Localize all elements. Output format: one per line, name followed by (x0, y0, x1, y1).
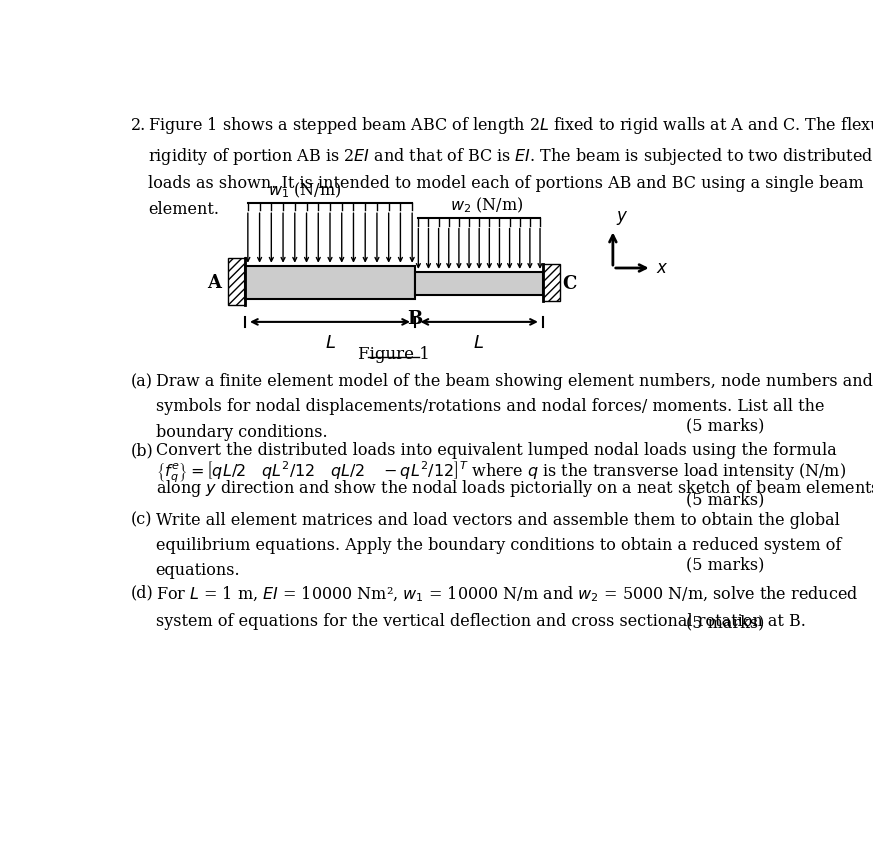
Text: (5 marks): (5 marks) (685, 491, 764, 508)
Text: Convert the distributed loads into equivalent lumped nodal loads using the formu: Convert the distributed loads into equiv… (155, 442, 836, 459)
Text: Draw a finite element model of the beam showing element numbers, node numbers an: Draw a finite element model of the beam … (155, 373, 872, 440)
Text: (c): (c) (131, 511, 152, 528)
Text: (5 marks): (5 marks) (685, 555, 764, 573)
Text: (b): (b) (131, 442, 154, 459)
Text: $L$: $L$ (473, 333, 485, 351)
Bar (228, 258, 244, 306)
Text: For $L$ = 1 m, $EI$ = 10000 Nm², $w_1$ = 10000 N/m and $w_2$ = 5000 N/m, solve t: For $L$ = 1 m, $EI$ = 10000 Nm², $w_1$ =… (155, 584, 858, 629)
Text: Figure 1 shows a stepped beam ABC of length 2$L$ fixed to rigid walls at A and C: Figure 1 shows a stepped beam ABC of len… (148, 115, 873, 217)
Bar (416, 273, 543, 295)
Text: Write all element matrices and load vectors and assemble them to obtain the glob: Write all element matrices and load vect… (155, 511, 841, 579)
Text: $w_1$ (N/m): $w_1$ (N/m) (268, 180, 341, 200)
Text: 2.: 2. (131, 117, 146, 134)
Bar (543, 265, 560, 301)
Text: B: B (408, 309, 423, 327)
Text: along $y$ direction and show the nodal loads pictorially on a neat sketch of bea: along $y$ direction and show the nodal l… (155, 477, 873, 498)
Text: Figure 1: Figure 1 (358, 345, 430, 362)
Text: (d): (d) (131, 584, 154, 601)
Text: (5 marks): (5 marks) (685, 417, 764, 434)
Text: (a): (a) (131, 373, 153, 389)
Bar (244, 266, 416, 300)
Text: $y$: $y$ (616, 208, 629, 226)
Text: (5 marks): (5 marks) (685, 613, 764, 630)
Text: C: C (562, 275, 577, 293)
Text: $L$: $L$ (325, 333, 335, 351)
Text: A: A (208, 274, 222, 292)
Text: $\left\{f_q^e\right\}=\left[qL/2\quad qL^2/12\quad qL/2\quad -qL^2/12\right]^T$ : $\left\{f_q^e\right\}=\left[qL/2\quad qL… (155, 460, 846, 485)
Text: $w_2$ (N/m): $w_2$ (N/m) (450, 195, 524, 215)
Text: $x$: $x$ (656, 260, 668, 277)
